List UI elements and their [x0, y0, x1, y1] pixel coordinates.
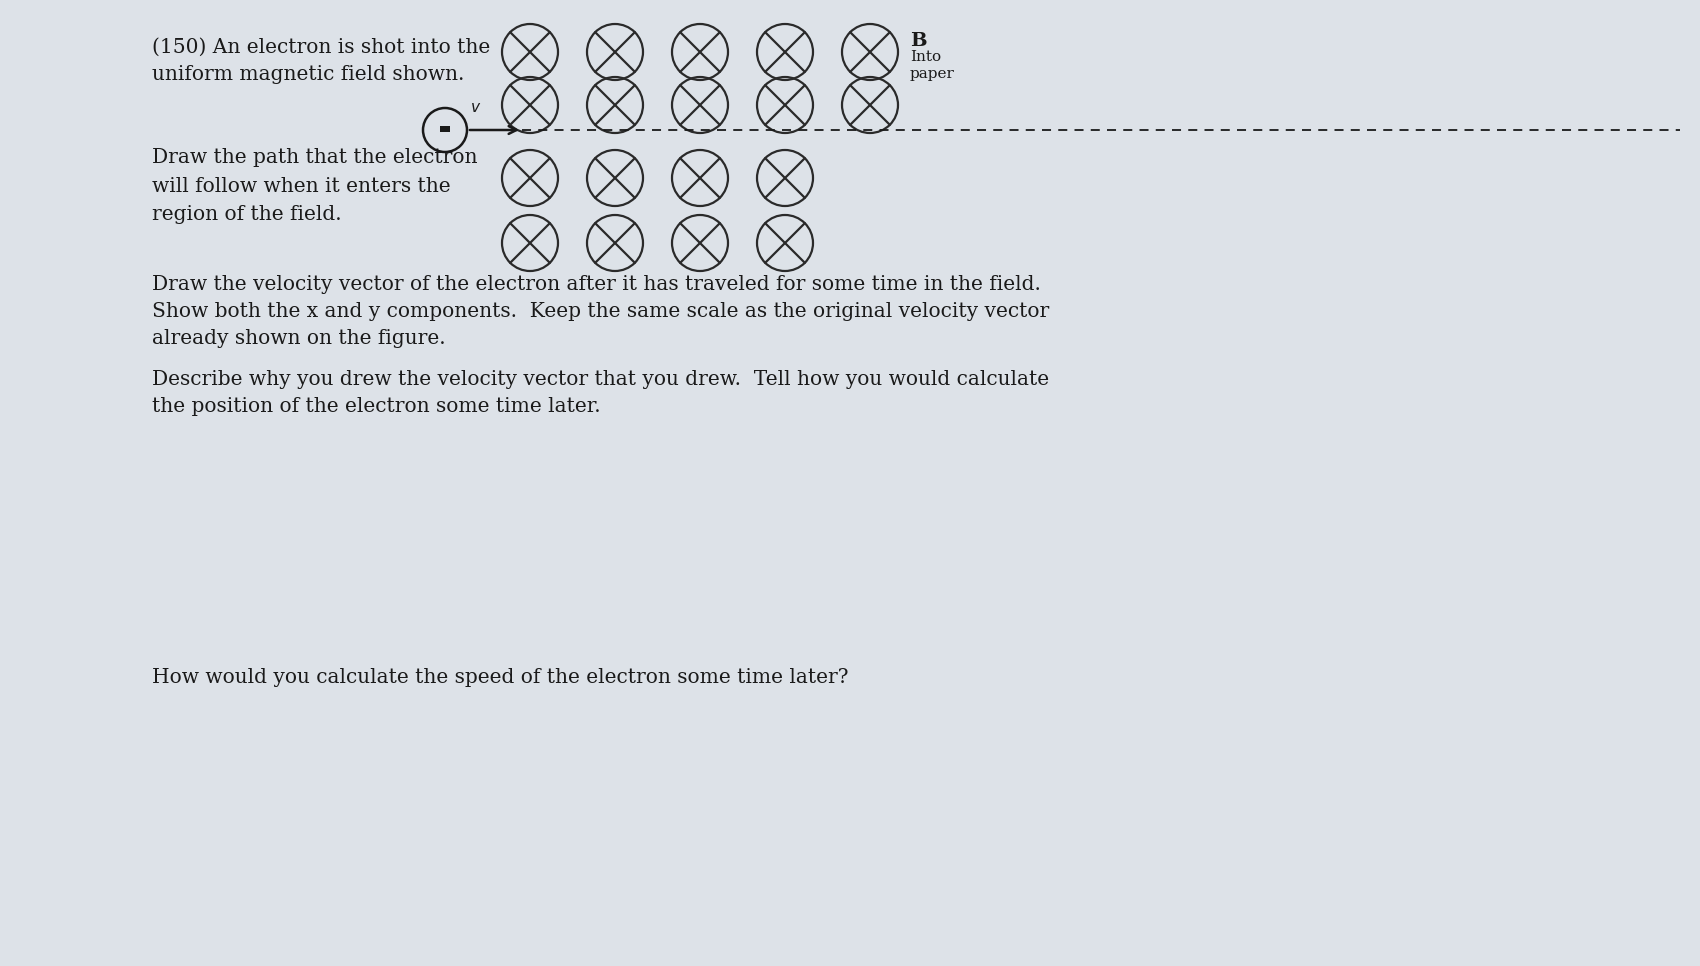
Text: B: B: [910, 32, 926, 50]
Text: How would you calculate the speed of the electron some time later?: How would you calculate the speed of the…: [151, 668, 848, 687]
Text: Describe why you drew the velocity vector that you drew.  Tell how you would cal: Describe why you drew the velocity vecto…: [151, 370, 1049, 416]
FancyBboxPatch shape: [440, 126, 450, 131]
Text: Into
paper: Into paper: [910, 50, 955, 81]
Text: v: v: [471, 100, 479, 115]
Text: (150) An electron is shot into the
uniform magnetic field shown.: (150) An electron is shot into the unifo…: [151, 38, 490, 83]
Text: Draw the velocity vector of the electron after it has traveled for some time in : Draw the velocity vector of the electron…: [151, 275, 1049, 349]
Text: Draw the path that the electron
will follow when it enters the
region of the fie: Draw the path that the electron will fol…: [151, 148, 478, 224]
